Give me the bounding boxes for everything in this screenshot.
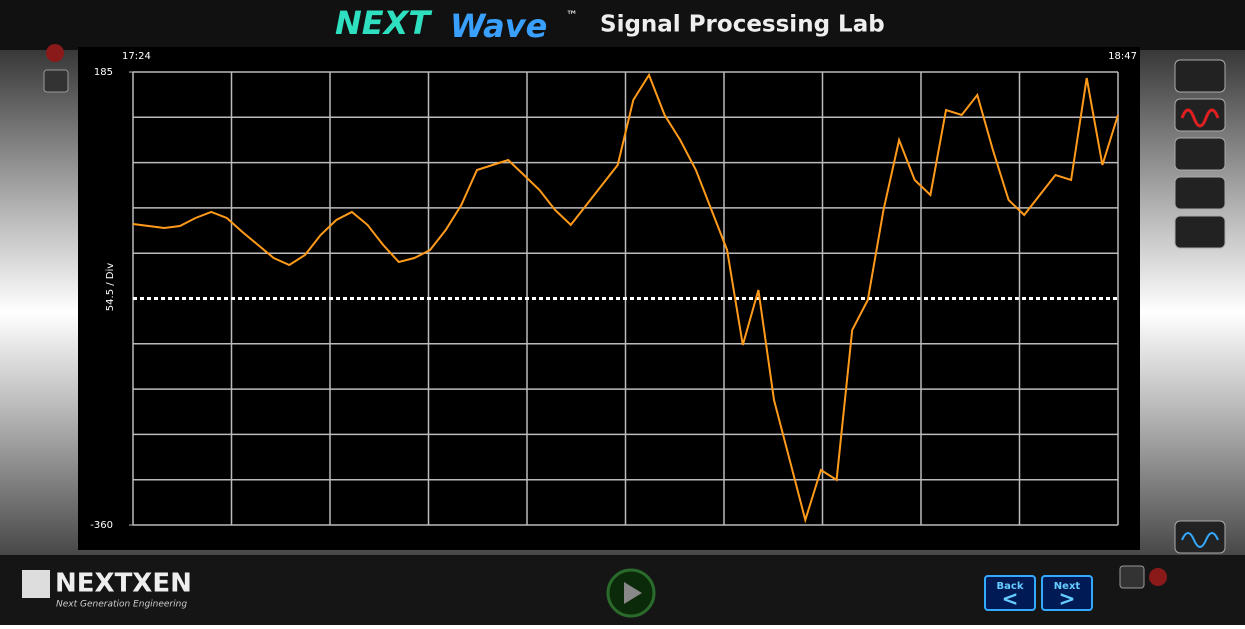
back-label: Back	[997, 581, 1024, 592]
brand: NEXTXEN	[55, 569, 192, 599]
view-button[interactable]	[1174, 215, 1226, 249]
next-label: Next	[1054, 581, 1081, 592]
icon	[1181, 532, 1219, 548]
next-button[interactable]	[1041, 575, 1093, 611]
top-bar	[0, 0, 1245, 50]
plot: -360 185 17:24 18:47 54.5 / Div	[90, 51, 1137, 531]
back-button[interactable]	[984, 575, 1036, 611]
play-icon	[624, 582, 642, 604]
view-button[interactable]	[1174, 137, 1226, 171]
y-tick-label: 185	[94, 67, 113, 78]
signal-trace	[132, 72, 1119, 524]
icon	[1180, 108, 1220, 128]
brand-icon	[22, 570, 50, 598]
next-arrow: >	[1059, 587, 1076, 611]
tagline: Next Generation Engineering	[56, 600, 187, 610]
view-button[interactable]	[1174, 98, 1226, 132]
back-arrow: <	[1002, 587, 1019, 611]
view-button[interactable]	[1174, 176, 1226, 210]
x-end-label: 18:47	[1108, 51, 1137, 62]
logo-next: NEXT	[335, 4, 432, 42]
x-start-label: 17:24	[122, 51, 151, 62]
record-led[interactable]	[1149, 568, 1167, 586]
record-led[interactable]	[46, 44, 64, 62]
logo-tm: ™	[566, 9, 578, 23]
logo-wave: Wave	[450, 7, 547, 45]
view-button[interactable]	[1174, 59, 1226, 93]
y-axis-label: 54.5 / Div	[105, 263, 116, 311]
lock-button[interactable]	[1119, 565, 1145, 589]
app-title: Signal Processing Lab	[600, 12, 885, 38]
lock-button[interactable]	[43, 69, 69, 93]
y-tick-label: -360	[90, 520, 113, 531]
view-button[interactable]	[1174, 520, 1226, 554]
side-buttons	[1174, 59, 1226, 554]
